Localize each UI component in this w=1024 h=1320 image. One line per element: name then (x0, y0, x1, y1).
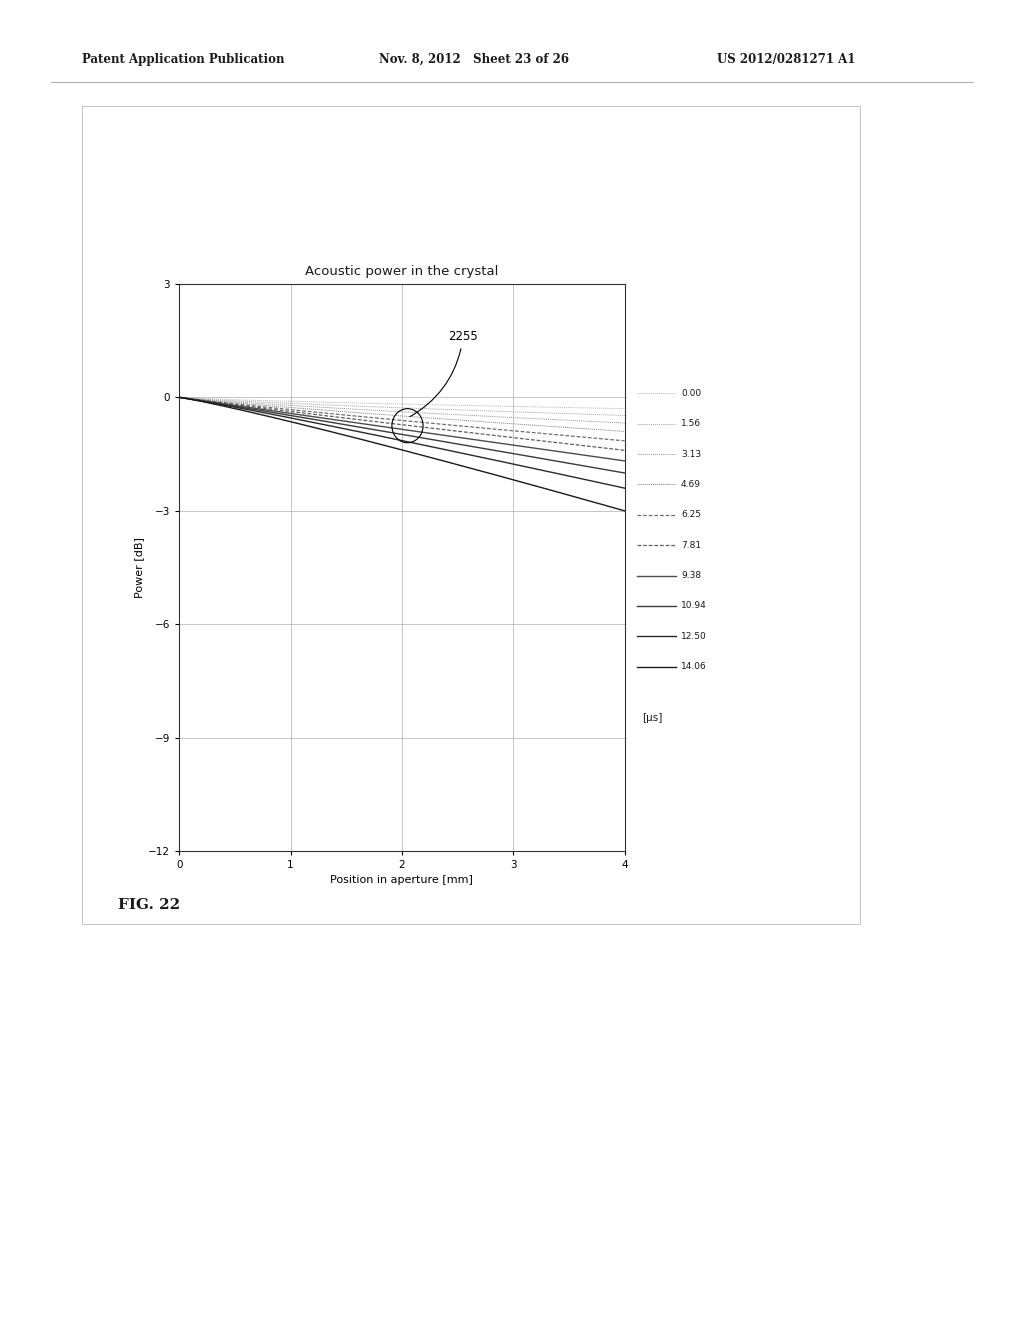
Text: 4.69: 4.69 (681, 480, 701, 488)
Y-axis label: Power [dB]: Power [dB] (134, 537, 144, 598)
Text: Patent Application Publication: Patent Application Publication (82, 53, 285, 66)
Text: 0.00: 0.00 (681, 389, 701, 397)
Text: 1.56: 1.56 (681, 420, 701, 428)
Text: FIG. 22: FIG. 22 (118, 898, 180, 912)
Text: 9.38: 9.38 (681, 572, 701, 579)
Text: 12.50: 12.50 (681, 632, 707, 640)
Text: Nov. 8, 2012   Sheet 23 of 26: Nov. 8, 2012 Sheet 23 of 26 (379, 53, 569, 66)
Text: 7.81: 7.81 (681, 541, 701, 549)
Text: 2255: 2255 (410, 330, 478, 417)
X-axis label: Position in aperture [mm]: Position in aperture [mm] (331, 875, 473, 884)
Text: US 2012/0281271 A1: US 2012/0281271 A1 (717, 53, 855, 66)
Title: Acoustic power in the crystal: Acoustic power in the crystal (305, 265, 499, 279)
Text: 10.94: 10.94 (681, 602, 707, 610)
Text: 6.25: 6.25 (681, 511, 701, 519)
Text: [μs]: [μs] (642, 713, 663, 723)
Text: 14.06: 14.06 (681, 663, 707, 671)
Text: 3.13: 3.13 (681, 450, 701, 458)
